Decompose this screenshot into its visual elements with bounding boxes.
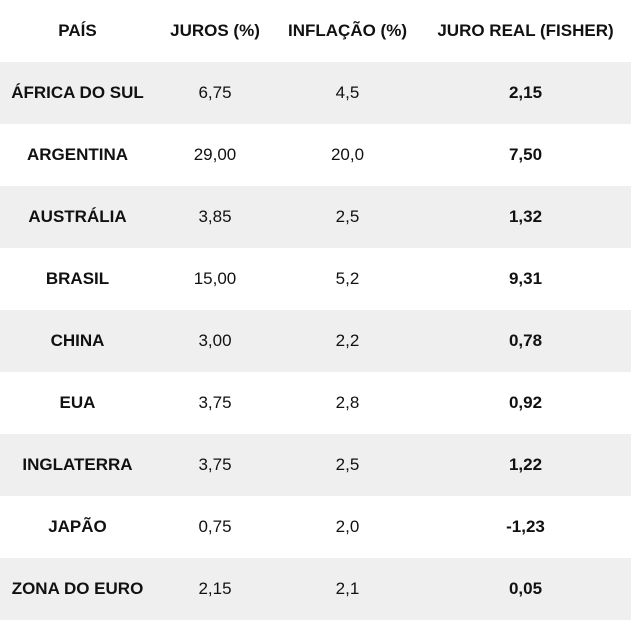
table-row: JAPÃO 0,75 2,0 -1,23: [0, 496, 631, 558]
value-cell: 5,2: [335, 269, 360, 288]
value-cell: -1,23: [506, 517, 545, 536]
value-cell: 2,0: [335, 517, 360, 536]
country-cell: BRASIL: [45, 269, 110, 288]
value-cell: 3,00: [198, 331, 232, 350]
value-cell: 20,0: [330, 145, 365, 164]
value-cell: 0,75: [198, 517, 232, 536]
table-row: ZONA DO EURO 2,15 2,1 0,05: [0, 558, 631, 620]
table-row: AUSTRÁLIA 3,85 2,5 1,32: [0, 186, 631, 248]
country-cell: ZONA DO EURO: [11, 579, 144, 598]
value-cell: 6,75: [198, 83, 232, 102]
value-cell: 29,00: [193, 145, 237, 164]
value-cell: 2,8: [335, 393, 360, 412]
value-cell: 2,2: [335, 331, 360, 350]
table-row: INGLATERRA 3,75 2,5 1,22: [0, 434, 631, 496]
value-cell: 3,75: [198, 393, 232, 412]
country-cell: ARGENTINA: [26, 145, 129, 164]
table-body: ÁFRICA DO SUL 6,75 4,5 2,15 ARGENTINA 29,00 20…: [0, 62, 631, 620]
header-row: PAÍS JUROS (%) INFLAÇÃO (%) JURO REAL (FISH…: [0, 0, 631, 62]
country-cell: INGLATERRA: [22, 455, 133, 474]
table-row: EUA 3,75 2,8 0,92: [0, 372, 631, 434]
value-cell: 15,00: [193, 269, 237, 288]
value-cell: 1,22: [508, 455, 543, 474]
table-row: ÁFRICA DO SUL 6,75 4,5 2,15: [0, 62, 631, 124]
value-cell: 2,15: [508, 83, 543, 102]
value-cell: 0,78: [508, 331, 543, 350]
country-cell: ÁFRICA DO SUL: [11, 83, 144, 102]
value-cell: 2,15: [198, 579, 232, 598]
header-cell: JUROS (%): [170, 21, 260, 40]
header-cell: INFLAÇÃO (%): [288, 21, 407, 40]
value-cell: 3,85: [198, 207, 232, 226]
value-cell: 3,75: [198, 455, 232, 474]
value-cell: 1,32: [508, 207, 543, 226]
country-cell: EUA: [59, 393, 96, 412]
value-cell: 0,92: [508, 393, 543, 412]
value-cell: 9,31: [508, 269, 543, 288]
header-cell: PAÍS: [58, 21, 97, 40]
value-cell: 2,1: [335, 579, 360, 598]
value-cell: 4,5: [335, 83, 360, 102]
country-cell: AUSTRÁLIA: [28, 207, 127, 226]
value-cell: 0,05: [508, 579, 543, 598]
country-cell: CHINA: [50, 331, 105, 350]
value-cell: 2,5: [335, 455, 360, 474]
value-cell: 7,50: [508, 145, 543, 164]
table-row: BRASIL 15,00 5,2 9,31: [0, 248, 631, 310]
header-cell: JURO REAL (FISHER): [437, 21, 614, 40]
table-row: ARGENTINA 29,00 20,0 7,50: [0, 124, 631, 186]
country-cell: JAPÃO: [48, 517, 107, 536]
table-row: CHINA 3,00 2,2 0,78: [0, 310, 631, 372]
value-cell: 2,5: [335, 207, 360, 226]
